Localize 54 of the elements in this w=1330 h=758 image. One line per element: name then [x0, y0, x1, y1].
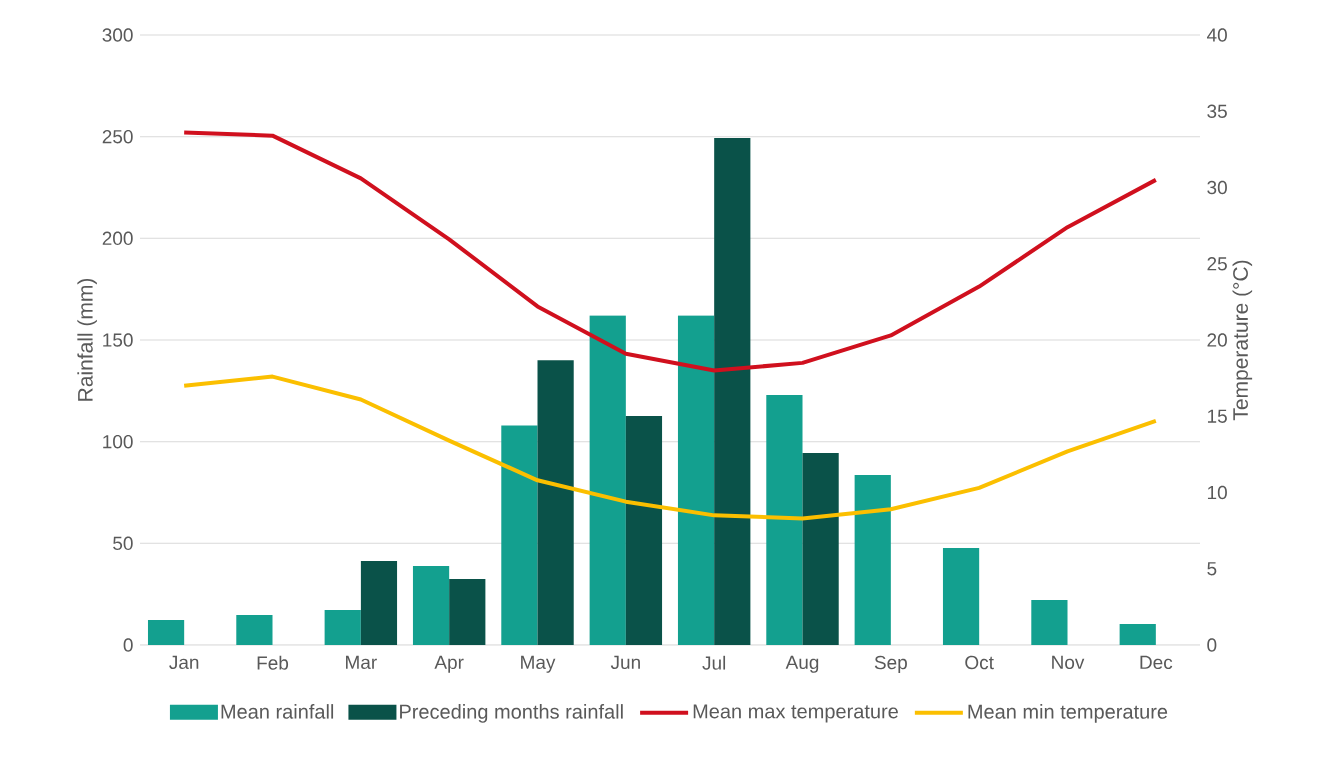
y2-tick-label: 30 — [1207, 180, 1227, 195]
bar — [854, 475, 891, 645]
y2-tick-label: 25 — [1207, 257, 1227, 271]
y-tick-label: 250 — [102, 129, 133, 144]
bar — [802, 453, 839, 645]
x-tick-label: Jul — [702, 655, 726, 670]
y-tick-label: 100 — [103, 434, 133, 449]
y-tick-label: 150 — [103, 333, 133, 347]
y2-tick-label: 10 — [1207, 485, 1227, 500]
bar — [625, 416, 663, 645]
y2-tick-label: 0 — [1207, 638, 1217, 652]
bar — [449, 578, 486, 645]
y2-axis-title: Temperature (°C) — [1232, 260, 1253, 421]
bar — [589, 315, 626, 645]
legend-label: Mean min temperature — [968, 704, 1168, 723]
bar — [537, 360, 574, 645]
bar — [501, 425, 538, 645]
line-series — [182, 130, 1158, 373]
bar — [714, 137, 751, 645]
x-tick-label: Aug — [785, 655, 819, 673]
y-tick-label: 300 — [102, 28, 133, 42]
y-tick-label: 200 — [102, 231, 133, 246]
bar — [147, 619, 185, 645]
x-tick-label: Jan — [169, 655, 199, 670]
bar — [766, 394, 803, 645]
bar — [1031, 600, 1068, 645]
y2-tick-label: 15 — [1207, 409, 1227, 423]
x-tick-label: Oct — [965, 655, 994, 670]
y2-tick-label: 35 — [1207, 104, 1227, 118]
bar — [1119, 624, 1156, 645]
y2-tick-label: 5 — [1207, 562, 1217, 576]
y2-tick-label: 20 — [1207, 333, 1227, 347]
y-tick-label: 50 — [113, 536, 133, 551]
x-tick-label: Sep — [874, 655, 907, 673]
legend-label: Mean rainfall — [221, 704, 334, 719]
x-tick-label: Mar — [346, 655, 377, 670]
bar — [324, 610, 361, 645]
legend-label: Preceding months rainfall — [400, 704, 623, 723]
x-tick-label: Dec — [1140, 655, 1173, 670]
y-tick-label: 0 — [123, 638, 133, 652]
bar — [236, 614, 273, 645]
x-tick-label: May — [521, 655, 556, 673]
x-tick-label: Jun — [610, 655, 640, 670]
legend-label: Mean max temperature — [693, 704, 898, 723]
line-series — [182, 374, 1158, 521]
y-axis-title: Rainfall (mm) — [77, 278, 97, 401]
x-tick-label: Apr — [434, 655, 464, 673]
bar — [412, 565, 450, 645]
bar — [360, 561, 398, 645]
x-tick-label: Nov — [1052, 655, 1085, 670]
bar — [677, 315, 715, 645]
bar — [942, 548, 980, 645]
y2-tick-label: 40 — [1206, 28, 1227, 42]
x-tick-label: Feb — [257, 655, 289, 670]
